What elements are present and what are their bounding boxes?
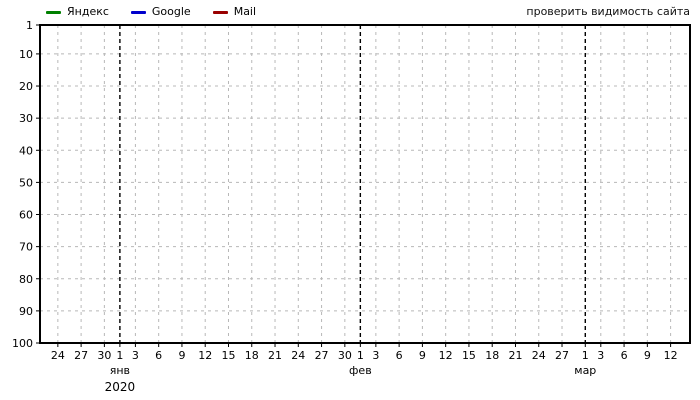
x-tick-label: 30 <box>97 349 111 362</box>
y-tick-label: 50 <box>19 176 33 189</box>
y-tick-label: 20 <box>19 80 33 93</box>
plot-border <box>39 24 691 344</box>
x-tick-label: 18 <box>245 349 259 362</box>
x-tick-label: 12 <box>664 349 678 362</box>
legend-label-yandex: Яндекс <box>67 5 109 18</box>
x-tick-label: 21 <box>268 349 282 362</box>
y-tick-label: 80 <box>19 273 33 286</box>
x-tick-label: 15 <box>462 349 476 362</box>
y-tick-label: 1 <box>26 19 33 32</box>
y-tick-label: 60 <box>19 209 33 222</box>
legend-item-yandex: Яндекс <box>46 6 109 18</box>
legend-label-google: Google <box>151 5 191 18</box>
x-tick-label: 27 <box>555 349 569 362</box>
google-line-swatch <box>130 10 146 14</box>
x-tick-label: 18 <box>485 349 499 362</box>
x-tick-label: 27 <box>74 349 88 362</box>
check-site-visibility-link[interactable]: проверить видимость сайта <box>526 5 690 18</box>
x-tick-label: 6 <box>621 349 628 362</box>
mail-line-swatch <box>212 10 228 14</box>
x-tick-label: 21 <box>508 349 522 362</box>
legend-item-mail: Mail <box>212 5 257 18</box>
x-tick-label: 1 <box>357 349 364 362</box>
x-tick-label: 1 <box>582 349 589 362</box>
y-tick-label: 10 <box>19 48 33 61</box>
month-label: мар <box>574 364 596 377</box>
y-tick-label: 90 <box>19 305 33 318</box>
yandex-line-swatch <box>46 10 61 14</box>
month-label: янв <box>110 364 130 377</box>
x-tick-label: 30 <box>338 349 352 362</box>
x-tick-label: 12 <box>198 349 212 362</box>
legend-label-mail: Mail <box>233 5 257 18</box>
y-tick-label: 40 <box>19 144 33 157</box>
x-tick-label: 9 <box>644 349 651 362</box>
x-tick-label: 3 <box>132 349 139 362</box>
legend-item-google: Google <box>130 5 191 18</box>
x-tick-label: 1 <box>116 349 123 362</box>
x-tick-label: 24 <box>51 349 65 362</box>
x-tick-label: 15 <box>221 349 235 362</box>
x-tick-label: 24 <box>532 349 546 362</box>
y-tick-label: 100 <box>12 337 33 350</box>
y-tick-label: 70 <box>19 241 33 254</box>
x-tick-label: 6 <box>396 349 403 362</box>
x-tick-label: 3 <box>597 349 604 362</box>
month-label: фев <box>349 364 372 377</box>
x-tick-label: 12 <box>439 349 453 362</box>
x-tick-label: 3 <box>372 349 379 362</box>
y-tick-label: 30 <box>19 112 33 125</box>
x-tick-label: 6 <box>155 349 162 362</box>
x-tick-label: 27 <box>315 349 329 362</box>
chart-legend: Яндекс Google Mail <box>46 6 256 18</box>
year-label: 2020 <box>105 380 136 394</box>
x-tick-label: 9 <box>419 349 426 362</box>
x-tick-label: 9 <box>178 349 185 362</box>
x-tick-label: 24 <box>291 349 305 362</box>
